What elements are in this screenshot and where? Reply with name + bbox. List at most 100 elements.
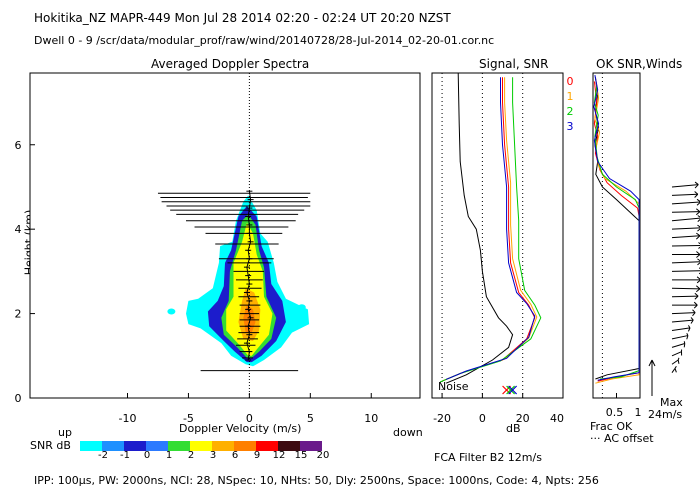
fracok-series-blue	[593, 75, 640, 381]
oksnr-ac-offset: ··· AC offset	[590, 432, 654, 445]
wind-barb	[671, 327, 691, 331]
noise-marker	[506, 385, 516, 395]
wind-barb-head	[696, 279, 700, 284]
wind-barb-head	[677, 357, 680, 361]
wind-barb-head	[694, 191, 699, 195]
wind-barb	[671, 217, 700, 222]
max-speed-arrow-head	[651, 359, 656, 367]
wind-barb-head	[695, 211, 700, 216]
wind-barb-head	[693, 301, 698, 306]
wind-barb	[671, 343, 685, 348]
wind-barb	[671, 227, 700, 230]
oksnr-title: OK SNR,Winds	[596, 57, 683, 71]
colorbar-swatch	[102, 441, 124, 451]
colorbar-down-label: down	[393, 426, 423, 439]
colorbar-tick-label: 0	[143, 450, 151, 461]
spectra-frame	[29, 72, 421, 399]
colorbar-tick-label: 15	[294, 450, 308, 461]
wind-barb-head	[694, 295, 699, 300]
wind-barb-head	[697, 258, 700, 262]
signal-xtick-label: 20	[516, 412, 530, 425]
wind-barb	[671, 319, 694, 323]
wind-barb-head	[686, 333, 689, 336]
wind-barb-head	[674, 368, 677, 373]
wind-barb-head	[694, 292, 699, 297]
colorbar-swatch	[124, 441, 146, 451]
colorbar-swatch	[80, 441, 102, 451]
wind-barb	[671, 211, 700, 213]
spectra-xtick-label: 10	[364, 412, 378, 425]
snr-blob-left	[167, 308, 176, 315]
colorbar-tick-label: -1	[120, 450, 130, 461]
wind-barb-head	[694, 193, 699, 198]
wind-barb-head	[695, 235, 700, 240]
wind-barb-head	[692, 312, 696, 317]
colorbar-tick-label: 3	[209, 450, 217, 461]
colorbar-tick-label: 12	[272, 450, 286, 461]
wind-barb-head	[696, 208, 700, 213]
colorbar-swatch	[234, 441, 256, 451]
spectra-ytick-label: 6	[15, 139, 22, 152]
wind-barb-head	[696, 201, 700, 206]
spectra-xlabel: Doppler Velocity (m/s)	[179, 422, 302, 435]
wind-barb-head	[677, 359, 680, 364]
colorbar-snr-label: SNR dB	[30, 439, 71, 452]
spectra-ytick-label: 2	[15, 308, 22, 321]
wind-barb	[671, 295, 699, 298]
signal-xtick-label: 40	[550, 412, 564, 425]
colorbar-swatch	[146, 441, 168, 451]
colorbar-swatch	[278, 441, 300, 451]
wind-barb-head	[687, 327, 691, 332]
barbs-max-value: 24m/s	[648, 408, 683, 421]
wind-barb-head	[696, 254, 700, 258]
wind-barb-head	[696, 288, 700, 293]
wind-barb-head	[695, 285, 700, 290]
oksnr-xlabel: Frac OK	[590, 420, 633, 433]
colorbar-swatch	[190, 441, 212, 451]
colorbar-up-label: up	[58, 426, 72, 439]
wind-barb-head	[698, 246, 700, 249]
wind-barb-head	[694, 181, 699, 185]
colorbar-swatch	[212, 441, 234, 451]
oksnr-xtick-label: 1	[635, 406, 642, 419]
wind-barb-head	[696, 276, 700, 280]
colorbar-tick-label: 20	[316, 450, 330, 461]
wind-barb	[671, 193, 698, 196]
wind-barb	[671, 261, 700, 264]
wind-barb-head	[696, 198, 700, 202]
wind-barb-head	[697, 228, 700, 232]
spectra-xtick-label: -10	[119, 412, 137, 425]
wind-barb	[671, 368, 676, 373]
noise-label: Noise	[438, 380, 469, 393]
spectra-xtick-label: -5	[183, 412, 194, 425]
wind-barb-head	[690, 317, 694, 321]
wind-barb-head	[683, 343, 686, 348]
wind-barb	[671, 184, 699, 188]
signal-frame	[431, 72, 564, 399]
signal-series-2	[439, 77, 542, 383]
wind-barb-head	[687, 325, 691, 329]
wind-barb	[671, 270, 700, 272]
footer-params: IPP: 100µs, PW: 2000ns, NCI: 28, NSpec: …	[34, 474, 599, 487]
signal-series-3	[445, 77, 536, 380]
filter-label: FCA Filter B2 12m/s	[434, 451, 542, 464]
spectra-panel: -10 -5 0 5 10 0 2 4 6	[15, 72, 421, 425]
spectra-ytick-label: 0	[15, 392, 22, 405]
max-speed-arrow-head	[648, 359, 653, 367]
spectra-ytick-label: 4	[15, 223, 22, 236]
colorbar-swatch	[168, 441, 190, 451]
wind-barb-head	[686, 335, 689, 340]
snr-blob-right	[297, 304, 306, 311]
colorbar-swatch	[256, 441, 278, 451]
signal-xtick-label: -20	[433, 412, 451, 425]
wind-barb-head	[696, 232, 700, 237]
wind-barb	[671, 312, 696, 315]
signal-panel: -20 0 20 40 0 1 2 3	[431, 72, 574, 425]
oksnr-frame	[592, 72, 641, 399]
wind-barb-head	[683, 341, 686, 344]
signal-series-signal	[445, 72, 514, 384]
spectra-xtick-label: 5	[307, 412, 314, 425]
wind-barb	[671, 351, 682, 357]
colorbar-tick-label: 2	[187, 450, 195, 461]
